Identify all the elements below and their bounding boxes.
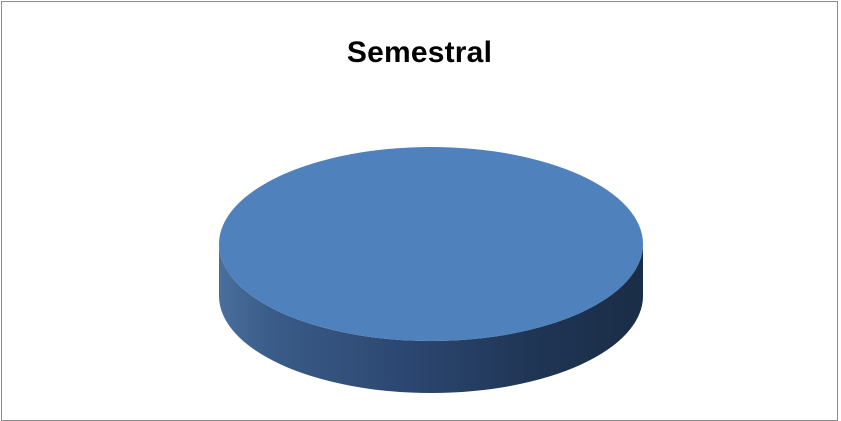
chart-title: Semestral bbox=[346, 36, 493, 69]
pie-slice-side bbox=[219, 244, 643, 393]
pie-slice-0 bbox=[219, 147, 643, 341]
